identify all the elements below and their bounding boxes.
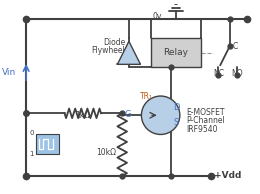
- Text: 1: 1: [29, 151, 34, 157]
- Text: Vin: Vin: [2, 68, 17, 77]
- Text: D: D: [173, 103, 180, 112]
- Text: 0: 0: [29, 130, 34, 136]
- Text: S: S: [173, 119, 178, 127]
- Text: NC: NC: [213, 69, 224, 78]
- Text: P-Channel: P-Channel: [187, 116, 225, 125]
- Circle shape: [141, 96, 180, 134]
- Text: 10kΩ: 10kΩ: [96, 148, 116, 157]
- Text: Flywheel: Flywheel: [91, 46, 125, 55]
- Text: IRF9540: IRF9540: [187, 125, 218, 134]
- Text: +Vdd: +Vdd: [214, 171, 242, 180]
- Text: TR₁: TR₁: [139, 92, 152, 101]
- Text: C: C: [233, 42, 238, 51]
- FancyBboxPatch shape: [151, 38, 201, 67]
- Text: Diode: Diode: [103, 38, 125, 47]
- Text: 0v: 0v: [153, 12, 162, 21]
- FancyBboxPatch shape: [36, 134, 59, 154]
- Text: G: G: [124, 110, 131, 120]
- Text: 1kΩ: 1kΩ: [75, 111, 90, 120]
- Text: Relay: Relay: [164, 48, 188, 57]
- Text: NO: NO: [232, 69, 243, 78]
- Text: E-MOSFET: E-MOSFET: [187, 107, 225, 117]
- Polygon shape: [117, 41, 140, 64]
